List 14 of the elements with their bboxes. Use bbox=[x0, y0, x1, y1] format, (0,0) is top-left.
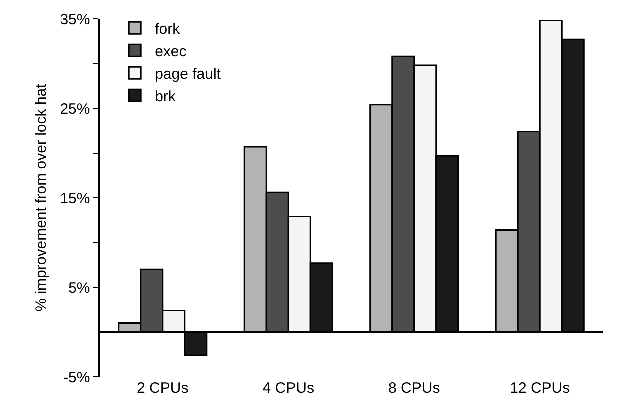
y-tick-label: 25% bbox=[60, 100, 90, 118]
legend-label: brk bbox=[155, 88, 176, 106]
y-tick-label: -5% bbox=[64, 369, 90, 386]
y-tick-label: 5% bbox=[68, 280, 90, 297]
x-tick-label: 8 CPUs bbox=[388, 380, 440, 397]
legend-label: exec bbox=[155, 43, 188, 60]
x-tick-label: 2 CPUs bbox=[137, 380, 189, 397]
legend-label: fork bbox=[155, 20, 181, 38]
y-axis-title: % improvement from over lock hat bbox=[32, 83, 50, 312]
x-tick-label: 12 CPUs bbox=[510, 380, 570, 397]
y-tick-label: 35% bbox=[60, 11, 90, 28]
legend-label: page fault bbox=[155, 66, 222, 83]
y-tick-label: 15% bbox=[60, 190, 90, 208]
x-tick-label: 4 CPUs bbox=[262, 380, 314, 397]
